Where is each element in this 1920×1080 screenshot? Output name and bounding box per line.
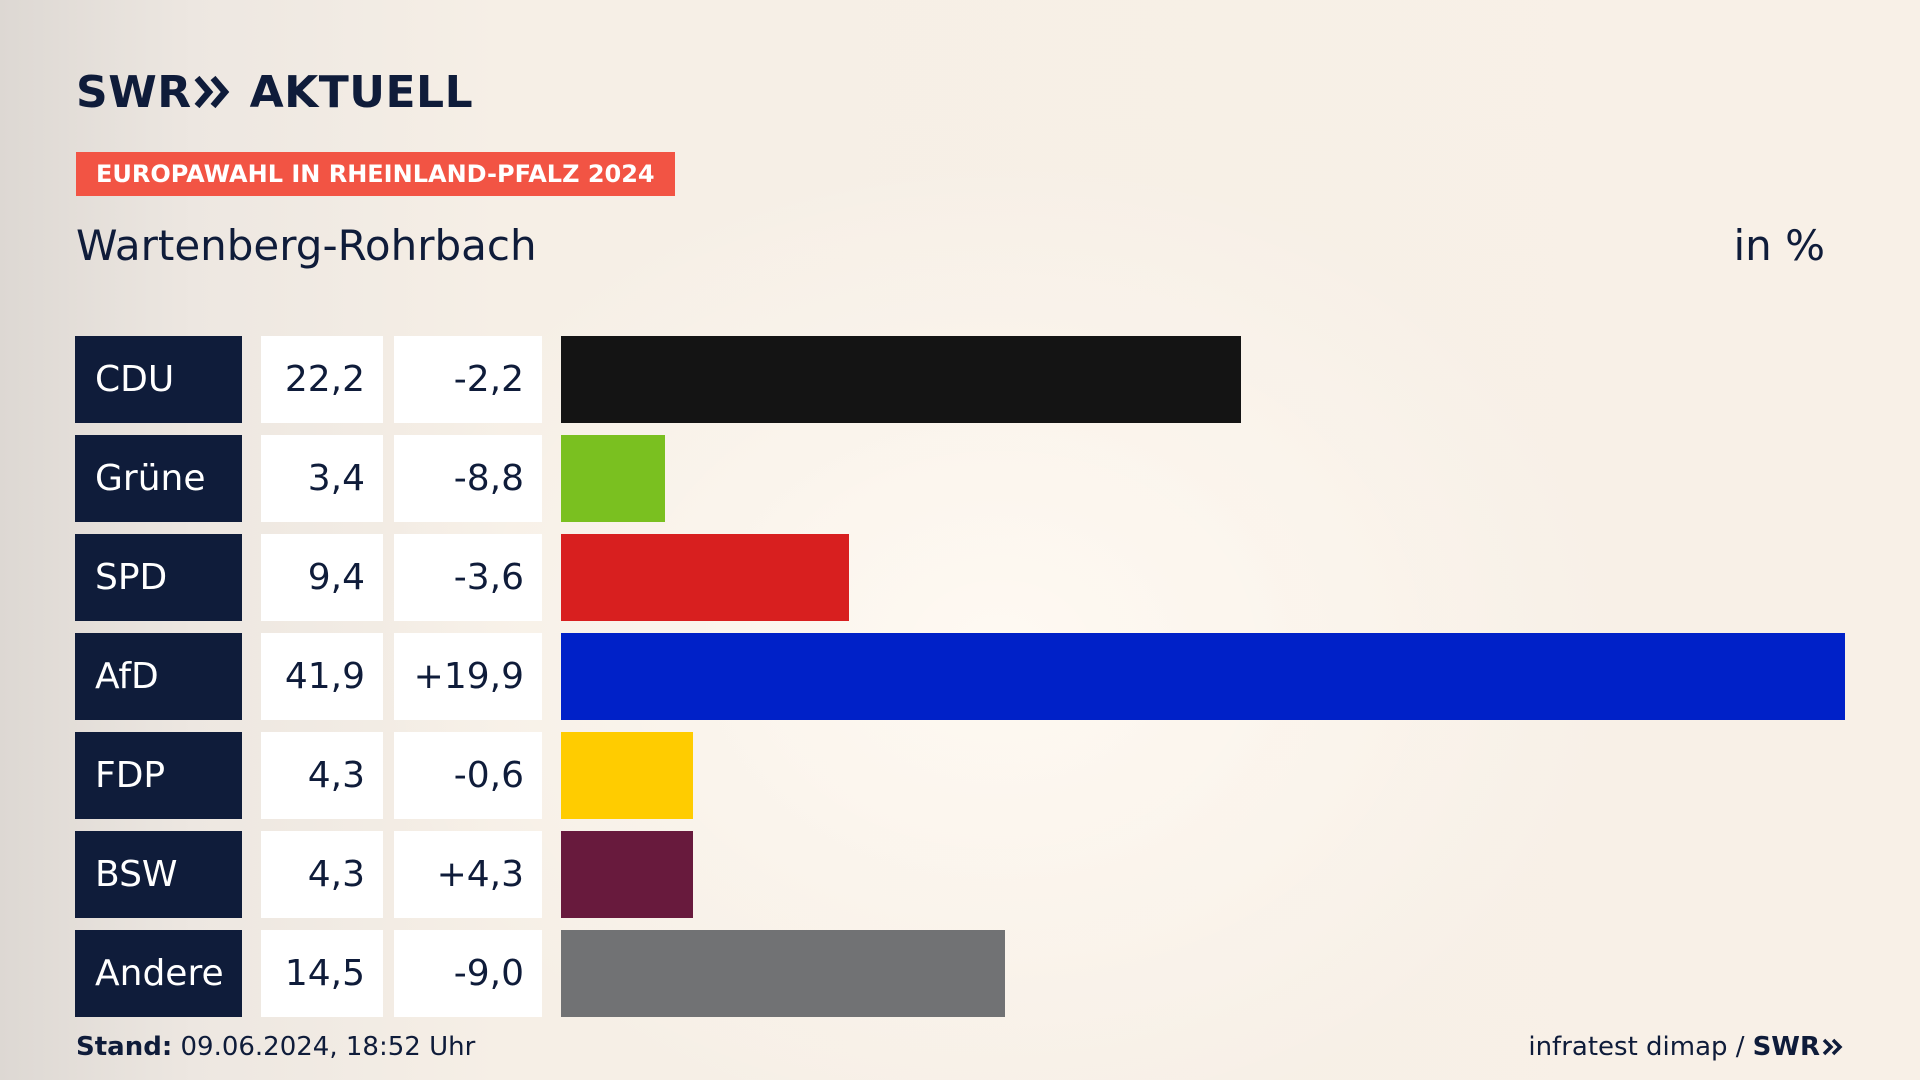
value-label: 4,3	[261, 831, 383, 918]
swr-aktuell-logo: SWR AKTUELL	[76, 64, 473, 120]
double-chevron-icon	[194, 74, 232, 110]
source-credit: infratest dimap / SWR	[1528, 1030, 1844, 1064]
result-bar	[561, 534, 849, 621]
logo-swr-text: SWR	[76, 66, 192, 118]
footer-swr-text: SWR	[1752, 1032, 1820, 1062]
change-label: +4,3	[394, 831, 542, 918]
value-label: 14,5	[261, 930, 383, 1017]
change-label: -3,6	[394, 534, 542, 621]
logo-aktuell-text: AKTUELL	[249, 66, 474, 118]
party-label: CDU	[75, 336, 242, 423]
change-label: -0,6	[394, 732, 542, 819]
change-label: -9,0	[394, 930, 542, 1017]
party-label: FDP	[75, 732, 242, 819]
value-label: 4,3	[261, 732, 383, 819]
unit-label: in %	[1733, 221, 1825, 270]
source-text: infratest dimap /	[1528, 1032, 1745, 1062]
party-label: AfD	[75, 633, 242, 720]
timestamp: Stand: 09.06.2024, 18:52 Uhr	[76, 1030, 475, 1064]
stand-value: 09.06.2024, 18:52 Uhr	[180, 1032, 476, 1062]
party-label: Grüne	[75, 435, 242, 522]
result-bar	[561, 435, 665, 522]
result-bar	[561, 732, 693, 819]
result-row: FDP 4,3 -0,6	[75, 732, 1845, 819]
value-label: 22,2	[261, 336, 383, 423]
party-label: SPD	[75, 534, 242, 621]
result-row: SPD 9,4 -3,6	[75, 534, 1845, 621]
change-label: -2,2	[394, 336, 542, 423]
footer-chevron-icon	[1822, 1038, 1843, 1056]
change-label: +19,9	[394, 633, 542, 720]
footer-swr-logo: SWR	[1753, 1030, 1844, 1064]
party-label: BSW	[75, 831, 242, 918]
change-label: -8,8	[394, 435, 542, 522]
result-row: Grüne 3,4 -8,8	[75, 435, 1845, 522]
place-title: Wartenberg-Rohrbach	[76, 221, 537, 270]
stand-label: Stand:	[76, 1032, 173, 1062]
result-bar	[561, 930, 1005, 1017]
result-bar	[561, 633, 1845, 720]
result-row: BSW 4,3 +4,3	[75, 831, 1845, 918]
party-label: Andere	[75, 930, 242, 1017]
value-label: 41,9	[261, 633, 383, 720]
result-bar	[561, 336, 1241, 423]
value-label: 3,4	[261, 435, 383, 522]
result-row: CDU 22,2 -2,2	[75, 336, 1845, 423]
election-badge: EUROPAWAHL IN RHEINLAND-PFALZ 2024	[76, 152, 675, 196]
result-row: Andere 14,5 -9,0	[75, 930, 1845, 1017]
result-bar	[561, 831, 693, 918]
value-label: 9,4	[261, 534, 383, 621]
result-row: AfD 41,9 +19,9	[75, 633, 1845, 720]
